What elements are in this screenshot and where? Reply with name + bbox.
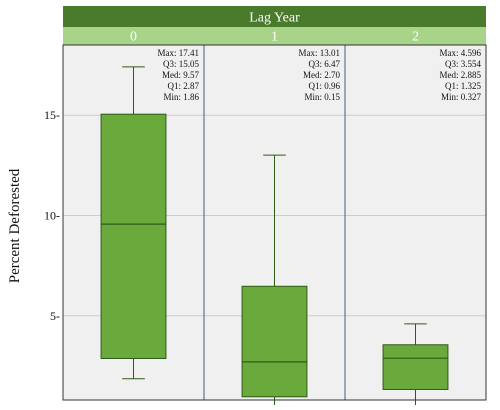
stats-annotation: Q3: 6.47 bbox=[309, 59, 341, 69]
stats-annotation: Q1: 0.96 bbox=[309, 81, 341, 91]
iqr-box bbox=[241, 285, 308, 398]
panel-label: 2 bbox=[412, 30, 419, 45]
stats-annotation: Min: 0.15 bbox=[304, 92, 340, 102]
panel-label: 1 bbox=[271, 30, 278, 45]
iqr-box bbox=[100, 113, 167, 359]
stats-annotation: Q1: 1.325 bbox=[445, 81, 482, 91]
stats-annotation: Max: 4.596 bbox=[440, 48, 482, 58]
y-tick-label: 10- bbox=[44, 208, 60, 222]
stats-annotation: Max: 13.01 bbox=[299, 48, 341, 58]
stats-annotation: Max: 17.41 bbox=[158, 48, 200, 58]
facet-strip bbox=[63, 27, 486, 45]
panel-label: 0 bbox=[130, 30, 137, 45]
stats-annotation: Med: 2.70 bbox=[303, 70, 340, 80]
iqr-box bbox=[382, 344, 449, 390]
stats-annotation: Q3: 3.554 bbox=[445, 59, 482, 69]
stats-annotation: Q1: 2.87 bbox=[168, 81, 200, 91]
facet-header-bar bbox=[63, 6, 486, 27]
stats-annotation: Med: 2.885 bbox=[440, 70, 482, 80]
plot-frame bbox=[62, 44, 487, 401]
stats-annotation: Min: 1.86 bbox=[163, 92, 199, 102]
y-tick-label: 5- bbox=[50, 309, 60, 323]
y-axis-label: Percent Deforested bbox=[7, 168, 23, 283]
stats-annotation: Min: 0.327 bbox=[441, 92, 482, 102]
facet-title: Lag Year bbox=[249, 11, 300, 26]
stats-annotation: Med: 9.57 bbox=[162, 70, 199, 80]
stats-annotation: Q3: 15.05 bbox=[163, 59, 200, 69]
y-tick-label: 15- bbox=[44, 108, 60, 122]
